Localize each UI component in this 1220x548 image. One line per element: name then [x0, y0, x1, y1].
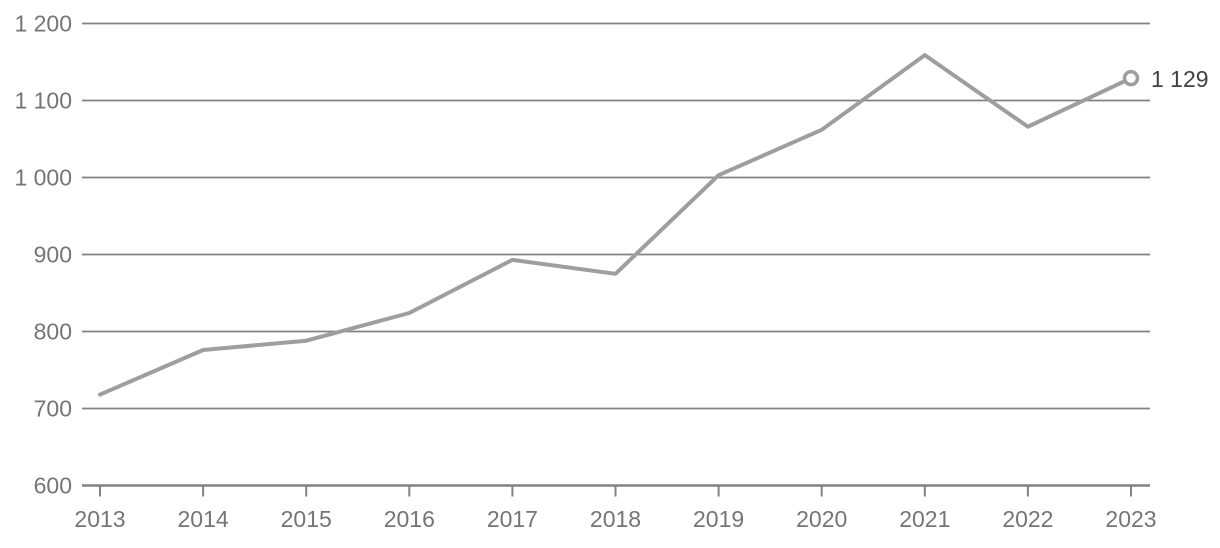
- x-axis-tick-label: 2016: [384, 506, 435, 532]
- x-axis-tick-label: 2022: [1002, 506, 1053, 532]
- last-point-marker: [1122, 69, 1140, 87]
- x-axis-tick-label: 2020: [796, 506, 847, 532]
- y-axis-tick-label: 900: [34, 242, 72, 268]
- x-axis-tick-label: 2023: [1105, 506, 1156, 532]
- x-axis-tick-label: 2013: [74, 506, 125, 532]
- x-axis-tick-label: 2015: [281, 506, 332, 532]
- y-axis-tick-label: 600: [34, 473, 72, 499]
- x-axis-tick-label: 2021: [899, 506, 950, 532]
- x-axis-tick-label: 2018: [590, 506, 641, 532]
- x-axis-tick-label: 2017: [487, 506, 538, 532]
- y-axis-tick-label: 1 000: [14, 165, 72, 191]
- y-axis-tick-label: 700: [34, 396, 72, 422]
- y-axis-tick-label: 1 200: [14, 11, 72, 37]
- data-line-series: [98, 53, 1133, 397]
- x-axis-tick-label: 2019: [693, 506, 744, 532]
- y-axis-tick-label: 1 100: [14, 88, 72, 114]
- y-axis-tick-label: 800: [34, 319, 72, 345]
- x-axis-tick-label: 2014: [178, 506, 229, 532]
- last-point-value-label: 1 129: [1151, 66, 1209, 92]
